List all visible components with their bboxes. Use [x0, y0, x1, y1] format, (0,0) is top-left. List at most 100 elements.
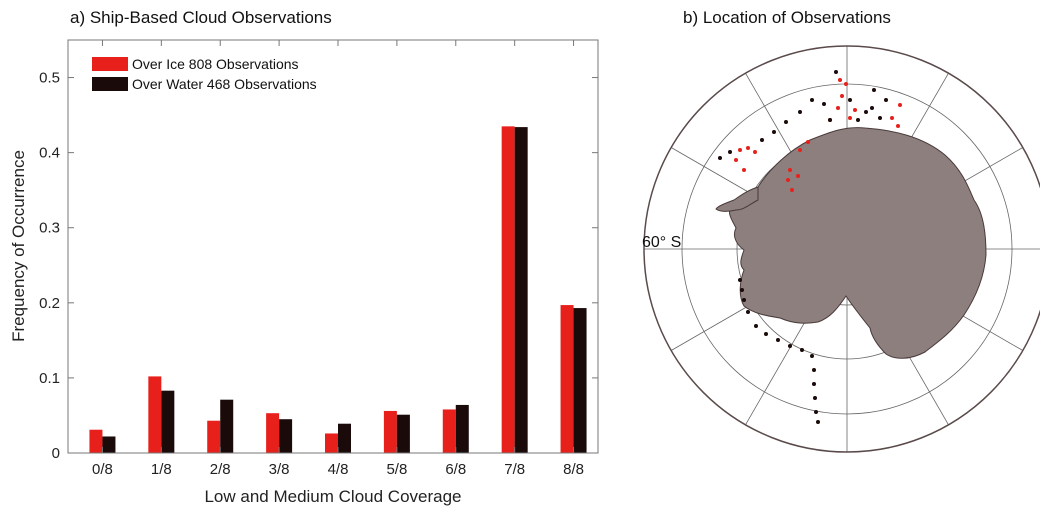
obs-point — [822, 102, 826, 106]
bar-ice-4-8 — [325, 433, 338, 453]
obs-point — [764, 332, 768, 336]
obs-point — [784, 120, 788, 124]
obs-point — [738, 148, 742, 152]
panel-b-title: b) Location of Observations — [683, 8, 891, 27]
obs-point — [870, 106, 874, 110]
obs-point — [753, 150, 757, 154]
x-tick-label: 1/8 — [151, 461, 172, 478]
bar-water-8-8 — [573, 308, 587, 453]
water-observation-points — [718, 70, 888, 424]
y-tick-label: 0.2 — [39, 295, 60, 312]
obs-point — [896, 124, 900, 128]
obs-point — [788, 168, 792, 172]
y-axis: 0 0.1 0.2 0.3 0.4 0.5 — [39, 70, 598, 462]
obs-point — [798, 148, 802, 152]
y-tick-label: 0.3 — [39, 220, 60, 237]
obs-point — [800, 348, 804, 352]
obs-point — [864, 110, 868, 114]
x-tick-label: 0/8 — [92, 461, 113, 478]
y-tick-label: 0.5 — [39, 70, 60, 87]
bar-ice-7-8 — [501, 126, 515, 453]
x-tick-label: 6/8 — [445, 461, 466, 478]
obs-point — [798, 110, 802, 114]
bar-water-2-8 — [220, 399, 234, 453]
obs-point — [738, 278, 742, 282]
obs-point — [878, 116, 882, 120]
x-axis-label: Low and Medium Cloud Coverage — [204, 487, 461, 506]
obs-point — [728, 150, 732, 154]
x-axis: 0/8 1/8 2/8 3/8 4/8 5/8 6/8 7/8 8/8 — [92, 40, 584, 478]
x-tick-label: 3/8 — [269, 461, 290, 478]
obs-point — [884, 98, 888, 102]
obs-point — [856, 118, 860, 122]
obs-point — [746, 146, 750, 150]
y-tick-label: 0.4 — [39, 145, 60, 162]
bar-ice-1-8 — [148, 376, 162, 453]
obs-point — [872, 88, 876, 92]
obs-point — [772, 130, 776, 134]
x-tick-label: 8/8 — [563, 461, 584, 478]
bar-ice-5-8 — [383, 410, 397, 453]
obs-point — [836, 106, 840, 110]
obs-point — [796, 174, 800, 178]
bar-ice-2-8 — [207, 420, 221, 453]
bar-ice-8-8 — [560, 305, 574, 453]
obs-point — [810, 98, 814, 102]
obs-point — [718, 156, 722, 160]
obs-point — [828, 118, 832, 122]
legend-swatch-water — [92, 77, 128, 91]
panel-a-title: a) Ship-Based Cloud Observations — [70, 8, 332, 27]
ice-observation-points — [734, 78, 902, 192]
obs-point — [760, 138, 764, 142]
y-tick-label: 0.1 — [39, 370, 60, 387]
x-tick-label: 2/8 — [210, 461, 231, 478]
legend-label-water: Over Water 468 Observations — [132, 76, 317, 92]
obs-point — [734, 158, 738, 162]
obs-point — [816, 420, 820, 424]
x-tick-label: 4/8 — [328, 461, 349, 478]
bar-water-3-8 — [279, 419, 293, 453]
legend-label-ice: Over Ice 808 Observations — [132, 56, 299, 72]
obs-point — [812, 382, 816, 386]
obs-point — [754, 324, 758, 328]
antarctica-landmass — [729, 127, 987, 359]
map-border — [643, 45, 1040, 453]
plot-frame — [67, 39, 599, 454]
obs-point — [742, 298, 746, 302]
bar-water-7-8 — [514, 127, 528, 453]
bar-ice-0-8 — [89, 429, 103, 453]
obs-point — [890, 116, 894, 120]
y-axis-label: Frequency of Occurrence — [9, 150, 28, 342]
bar-ice-3-8 — [266, 413, 280, 453]
bar-water-4-8 — [338, 423, 351, 453]
x-tick-label: 5/8 — [386, 461, 407, 478]
bar-chart: 0 0.1 0.2 0.3 0.4 0.5 0/8 1/8 2/8 3/8 4/8 5/8 6/8 7/… — [9, 39, 599, 506]
obs-point — [806, 140, 810, 144]
antarctic-peninsula — [715, 186, 759, 212]
legend: Over Ice 808 Observations Over Water 468… — [92, 56, 317, 92]
obs-point — [813, 396, 817, 400]
obs-point — [812, 368, 816, 372]
bar-water-0-8 — [102, 436, 116, 453]
obs-point — [853, 108, 857, 112]
bar-ice-6-8 — [442, 409, 456, 453]
legend-swatch-ice — [92, 57, 128, 71]
series-ice-bars — [89, 126, 574, 453]
obs-point — [776, 338, 780, 342]
polar-map: 60° S — [642, 45, 1040, 453]
latitude-label: 60° S — [642, 234, 681, 251]
obs-point — [834, 70, 838, 74]
obs-point — [814, 410, 818, 414]
obs-point — [790, 188, 794, 192]
obs-point — [844, 82, 848, 86]
obs-point — [742, 168, 746, 172]
obs-point — [848, 98, 852, 102]
obs-point — [746, 310, 750, 314]
obs-point — [898, 103, 902, 107]
bar-water-6-8 — [455, 404, 469, 453]
obs-point — [786, 178, 790, 182]
bar-water-5-8 — [396, 414, 410, 453]
obs-point — [788, 344, 792, 348]
x-tick-label: 7/8 — [504, 461, 525, 478]
